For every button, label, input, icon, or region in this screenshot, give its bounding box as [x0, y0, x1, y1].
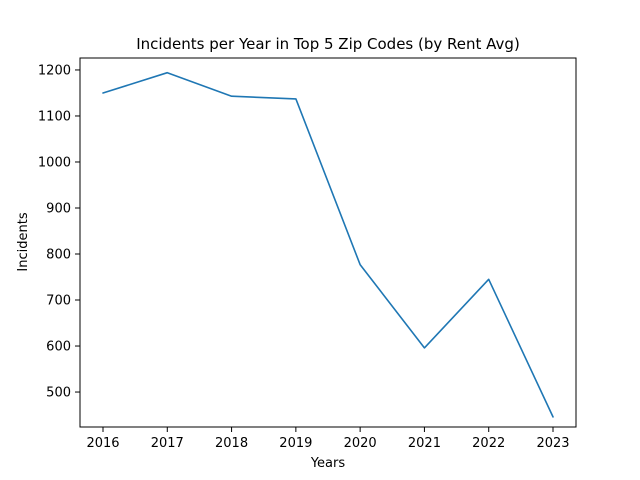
chart-title: Incidents per Year in Top 5 Zip Codes (b… — [136, 35, 520, 53]
x-axis-label: Years — [310, 456, 346, 471]
y-tick-label: 1100 — [38, 109, 71, 124]
y-tick-label: 800 — [46, 248, 71, 263]
plot-area — [79, 57, 577, 428]
x-tick-label: 2023 — [536, 436, 569, 451]
series-line — [102, 71, 554, 418]
x-tick-label: 2018 — [215, 436, 248, 451]
x-tick-label: 2019 — [279, 436, 312, 451]
y-tick-label: 600 — [46, 340, 71, 355]
x-tick-label: 2017 — [151, 436, 184, 451]
y-tick-label: 500 — [46, 386, 71, 401]
y-axis-label: Incidents — [16, 212, 31, 271]
y-tick-label: 700 — [46, 294, 71, 309]
x-tick-label: 2022 — [472, 436, 505, 451]
y-axis: 500 600 700 800 900 1000 1100 1200 — [38, 63, 80, 401]
y-tick-label: 1200 — [38, 63, 71, 78]
x-axis: 2016 2017 2018 2019 2020 2021 2022 2023 — [86, 427, 570, 451]
x-tick-label: 2021 — [408, 436, 441, 451]
y-tick-label: 900 — [46, 201, 71, 216]
x-tick-label: 2016 — [86, 436, 119, 451]
x-tick-label: 2020 — [344, 436, 377, 451]
y-tick-label: 1000 — [38, 155, 71, 170]
